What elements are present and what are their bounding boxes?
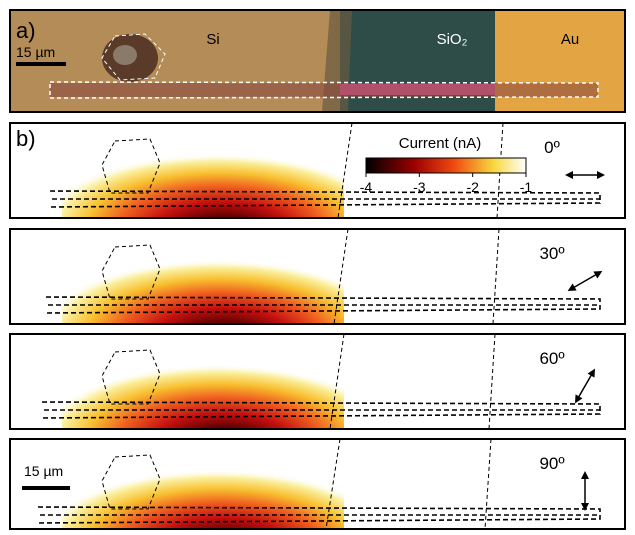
polarization-arrow — [566, 268, 605, 295]
colorbar-tick-label: -4 — [360, 179, 373, 195]
scale-bar-label: 15 µm — [24, 463, 63, 479]
region-label: SiO₂ — [437, 31, 468, 48]
current-maps: 0º 30º 60º 90º — [10, 123, 625, 530]
region-label: Au — [561, 31, 579, 48]
angle-label: 90º — [539, 454, 564, 473]
angle-label: 30º — [539, 244, 564, 263]
polarization-arrow — [572, 367, 599, 406]
polarization-arrow — [565, 171, 605, 179]
current-map: 60º — [10, 334, 625, 454]
colorbar-title: Current (nA) — [399, 135, 482, 152]
colorbar-tick-label: -2 — [466, 179, 479, 195]
figure: a) 15 µm Si SiO₂ Au 0º 30º 60º 90º b) 15 µm… — [0, 0, 635, 530]
heat-blob — [62, 447, 344, 530]
angle-label: 60º — [539, 349, 564, 368]
current-map: 90º — [10, 439, 625, 530]
heat-blob — [62, 342, 344, 454]
optical-image: a) 15 µm Si SiO₂ Au — [10, 10, 625, 112]
current-map: 0º — [10, 123, 625, 243]
heat-blob — [62, 237, 344, 349]
angle-label: 0º — [544, 138, 560, 157]
panel-label: b) — [16, 126, 36, 151]
colorbar-tick-label: -3 — [413, 179, 426, 195]
heat-blob — [62, 131, 344, 243]
panel-label: a) — [16, 18, 36, 43]
current-map: 30º — [10, 229, 625, 349]
scale-bar — [16, 62, 66, 66]
region-label: Si — [206, 31, 219, 48]
polarization-arrow — [581, 471, 589, 511]
scale-bar-label: 15 µm — [16, 44, 55, 60]
colorbar: Current (nA) -4 -3 -2 -1 — [360, 135, 533, 195]
colorbar-tick-label: -1 — [520, 179, 533, 195]
